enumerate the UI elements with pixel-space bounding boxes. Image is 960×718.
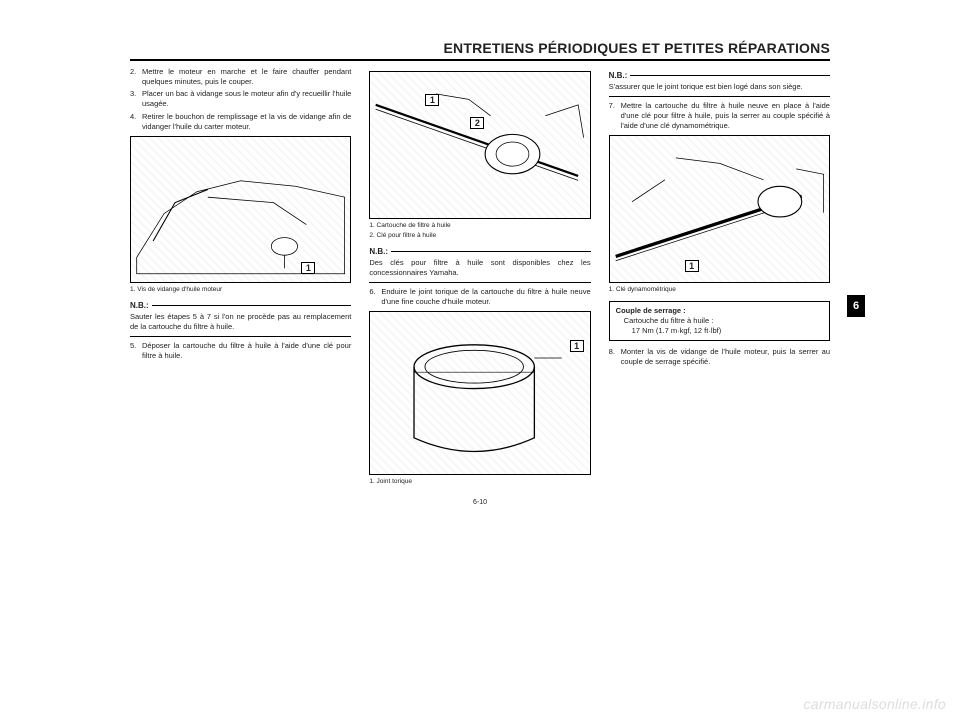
drain-bolt-diagram [131,137,350,283]
figure-caption: 1. Joint torique [369,478,590,487]
step-5: 5. Déposer la cartouche du filtre à huil… [130,341,351,361]
step-text: Placer un bac à vidange sous le moteur a… [142,89,351,109]
step-text: Enduire le joint torique de la cartouche… [381,287,590,307]
step-number: 2. [130,67,142,87]
figure-caption-1: 1. Cartouche de filtre à huile [369,222,590,231]
nb-heading: N.B.: [609,71,830,82]
torque-title: Couple de serrage : [616,306,823,316]
step-text: Retirer le bouchon de remplissage et la … [142,112,351,132]
step-text: Monter la vis de vidange de l'huile mote… [621,347,830,367]
nb-bottom-rule [369,282,590,283]
column-2: 1 2 1. Cartouche de filtre à huile 2. Cl… [369,67,590,493]
nb-bottom-rule [609,96,830,97]
o-ring-diagram [370,312,589,474]
step-number: 8. [609,347,621,367]
page-header: ENTRETIENS PÉRIODIQUES ET PETITES RÉPARA… [130,40,830,61]
step-3: 3. Placer un bac à vidange sous le moteu… [130,89,351,109]
step-text: Mettre le moteur en marche et le faire c… [142,67,351,87]
nb-text: Des clés pour filtre à huile sont dispon… [369,258,590,278]
page-title: ENTRETIENS PÉRIODIQUES ET PETITES RÉPARA… [130,40,830,56]
step-8: 8. Monter la vis de vidange de l'huile m… [609,347,830,367]
step-number: 6. [369,287,381,307]
figure-drain-bolt: 1 [130,136,351,284]
figure-caption: 1. Vis de vidange d'huile moteur [130,286,351,295]
torque-line2: 17 Nm (1.7 m·kgf, 12 ft·lbf) [616,326,823,336]
figure-filter-wrench: 1 2 [369,71,590,219]
step-number: 5. [130,341,142,361]
nb-rule [152,305,352,306]
nb-text: S'assurer que le joint torique est bien … [609,82,830,92]
torque-wrench-diagram [610,136,829,282]
step-4: 4. Retirer le bouchon de remplissage et … [130,112,351,132]
manual-page: ENTRETIENS PÉRIODIQUES ET PETITES RÉPARA… [130,40,830,506]
step-7: 7. Mettre la cartouche du filtre à huile… [609,101,830,131]
nb-label: N.B.: [609,71,628,82]
torque-line1: Cartouche du filtre à huile : [616,316,823,326]
column-3: N.B.: S'assurer que le joint torique est… [609,67,830,493]
nb-text: Sauter les étapes 5 à 7 si l'on ne procè… [130,312,351,332]
content-columns: 2. Mettre le moteur en marche et le fair… [130,67,830,493]
nb-bottom-rule [130,336,351,337]
figure-o-ring: 1 [369,311,590,475]
nb-heading: N.B.: [130,301,351,312]
step-number: 7. [609,101,621,131]
watermark: carmanualsonline.info [804,696,947,712]
step-text: Mettre la cartouche du filtre à huile ne… [621,101,830,131]
column-1: 2. Mettre le moteur en marche et le fair… [130,67,351,493]
figure-caption: 1. Clé dynamométrique [609,286,830,295]
step-number: 3. [130,89,142,109]
figure-torque-wrench: 1 [609,135,830,283]
step-number: 4. [130,112,142,132]
nb-rule [630,75,830,76]
callout-1: 1 [301,262,315,274]
step-2: 2. Mettre le moteur en marche et le fair… [130,67,351,87]
callout-1: 1 [425,94,439,106]
figure-caption-2: 2. Clé pour filtre à huile [369,232,590,241]
nb-rule [391,251,591,252]
callout-2: 2 [470,117,484,129]
step-6: 6. Enduire le joint torique de la cartou… [369,287,590,307]
page-number: 6-10 [130,499,830,506]
callout-1: 1 [570,340,584,352]
callout-1: 1 [685,260,699,272]
filter-wrench-diagram [370,72,589,218]
nb-label: N.B.: [369,247,388,258]
nb-label: N.B.: [130,301,149,312]
nb-heading: N.B.: [369,247,590,258]
step-text: Déposer la cartouche du filtre à huile à… [142,341,351,361]
torque-spec-box: Couple de serrage : Cartouche du filtre … [609,301,830,341]
chapter-tab: 6 [847,295,865,317]
